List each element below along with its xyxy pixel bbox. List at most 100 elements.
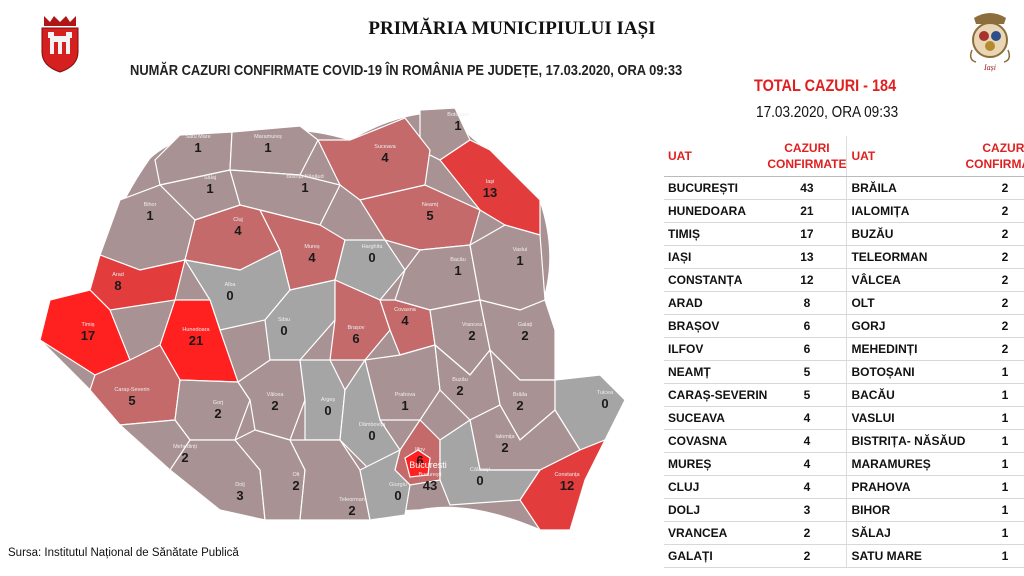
right-logo-text: Iași (983, 63, 996, 72)
county-name-valcea: Vâlcea (267, 392, 285, 398)
county-bucuresti (404, 449, 431, 478)
county-name-neamt: Neamț (422, 202, 439, 208)
county-name-suceava: Suceava (374, 144, 396, 150)
county-name-left: ARAD (664, 291, 768, 315)
county-name-left: SUCEAVA (664, 406, 768, 430)
case-count-left: 5 (767, 383, 847, 407)
county-name-prahova: Prahova (395, 392, 416, 398)
table-row: SUCEAVA 4 VASLUI 1 (664, 406, 1024, 430)
table-row: IAȘI 13 TELEORMAN 2 (664, 245, 1024, 269)
county-name-left: VRANCEA (664, 521, 768, 545)
county-name-mehedinti: Mehedinți (173, 444, 197, 450)
case-count-left: 2 (767, 544, 847, 568)
county-name-vrancea: Vrancea (462, 322, 483, 328)
county-name-right: VÂLCEA (846, 268, 966, 292)
county-value-buzau: 2 (456, 383, 463, 398)
county-value-suceava: 4 (381, 150, 389, 165)
table-row: VRANCEA 2 SĂLAJ 1 (664, 521, 1024, 545)
case-count-right: 1 (965, 383, 1024, 407)
case-count-right: 1 (965, 360, 1024, 384)
county-name-right: GORJ (846, 314, 966, 338)
county-value-cluj: 4 (234, 223, 242, 238)
table-row: ARAD 8 OLT 2 (664, 291, 1024, 315)
case-count-left: 6 (767, 337, 847, 361)
col-cases-right: CAZURI CONFIRMATE (965, 136, 1024, 177)
table-row: BRAȘOV 6 GORJ 2 (664, 314, 1024, 338)
county-value-arad: 8 (114, 278, 121, 293)
county-value-satu-mare: 1 (194, 140, 201, 155)
case-count-right: 2 (965, 176, 1024, 200)
county-name-calarasi: Călărași (470, 467, 490, 473)
county-name-alba: Alba (224, 282, 236, 288)
county-value-braila: 2 (516, 398, 523, 413)
total-cases-date: 17.03.2020, ORA 09:33 (756, 104, 899, 121)
table-row: NEAMȚ 5 BOTOȘANI 1 (664, 360, 1024, 384)
county-value-calarasi: 0 (476, 473, 483, 488)
county-value-alba: 0 (226, 288, 233, 303)
table-row: DOLJ 3 BIHOR 1 (664, 498, 1024, 522)
county-name-sibiu: Sibiu (278, 317, 290, 323)
county-name-left: CONSTANȚA (664, 268, 768, 292)
county-valcea (237, 359, 306, 441)
county-gorj (174, 379, 251, 441)
table-row: MUREȘ 4 MARAMUREȘ 1 (664, 452, 1024, 476)
bucharest-city-label: București (409, 460, 447, 470)
county-name-left: BRAȘOV (664, 314, 768, 338)
county-value-dambovita: 0 (368, 428, 375, 443)
county-name-right: SĂLAJ (846, 521, 966, 545)
county-name-satu-mare: Satu Mare (185, 134, 210, 140)
county-name-right: VASLUI (846, 406, 966, 430)
county-name-dolj: Dolj (235, 482, 244, 488)
county-value-vaslui: 1 (516, 253, 523, 268)
county-name-right: BIHOR (846, 498, 966, 522)
case-count-right: 1 (965, 544, 1024, 568)
county-name-teleorman: Teleorman (339, 497, 365, 503)
county-value-galati: 2 (521, 328, 528, 343)
county-giurgiu (359, 448, 411, 521)
county-name-left: TIMIȘ (664, 222, 768, 246)
case-count-right: 1 (965, 452, 1024, 476)
county-value-mures: 4 (308, 250, 316, 265)
case-count-right: 2 (965, 268, 1024, 292)
county-name-left: COVASNA (664, 429, 768, 453)
county-name-right: IALOMIȚA (846, 199, 966, 223)
county-shapes (39, 107, 626, 531)
county-value-maramures: 1 (264, 140, 271, 155)
county-name-arges: Argeș (321, 397, 336, 403)
county-name-right: MEHEDINȚI (846, 337, 966, 361)
case-count-right: 2 (965, 337, 1024, 361)
case-count-left: 12 (767, 268, 847, 292)
county-name-right: BUZĂU (846, 222, 966, 246)
case-count-right: 1 (965, 498, 1024, 522)
case-count-right: 2 (965, 314, 1024, 338)
case-count-left: 8 (767, 291, 847, 315)
col-cases-left-line1: CAZURI (784, 141, 830, 155)
county-name-left: CLUJ (664, 475, 768, 499)
iasi-coat-of-arms-icon (41, 16, 79, 73)
county-name-left: ILFOV (664, 337, 768, 361)
case-count-left: 4 (767, 475, 847, 499)
county-name-right: BRĂILA (846, 176, 966, 200)
county-value-tulcea: 0 (601, 396, 608, 411)
table-row: GALAȚI 2 SATU MARE 1 (664, 544, 1024, 568)
total-cases: TOTAL CAZURI - 184 (754, 76, 897, 95)
source-note: Sursa: Institutul Național de Sănătate P… (8, 547, 239, 559)
county-name-left: NEAMȚ (664, 360, 768, 384)
case-count-left: 2 (767, 521, 847, 545)
county-value-olt: 2 (292, 478, 299, 493)
case-count-right: 2 (965, 199, 1024, 223)
case-count-left: 43 (767, 176, 847, 200)
col-cases-right-line2: CONFIRMATE (965, 157, 1024, 171)
case-count-left: 3 (767, 498, 847, 522)
county-name-braila: Brăila (513, 392, 528, 398)
case-count-right: 1 (965, 429, 1024, 453)
county-value-vrancea: 2 (468, 328, 475, 343)
county-value-harghita: 0 (368, 250, 375, 265)
county-name-ilfov: Ilfov (415, 447, 425, 453)
county-name-right: TELEORMAN (846, 245, 966, 269)
county-name-arad: Arad (112, 272, 124, 278)
county-name-giurgiu: Giurgiu (389, 482, 407, 488)
county-name-mures: Mureș (304, 244, 320, 250)
table-row: HUNEDOARA 21 IALOMIȚA 2 (664, 199, 1024, 223)
county-name-right: SATU MARE (846, 544, 966, 568)
